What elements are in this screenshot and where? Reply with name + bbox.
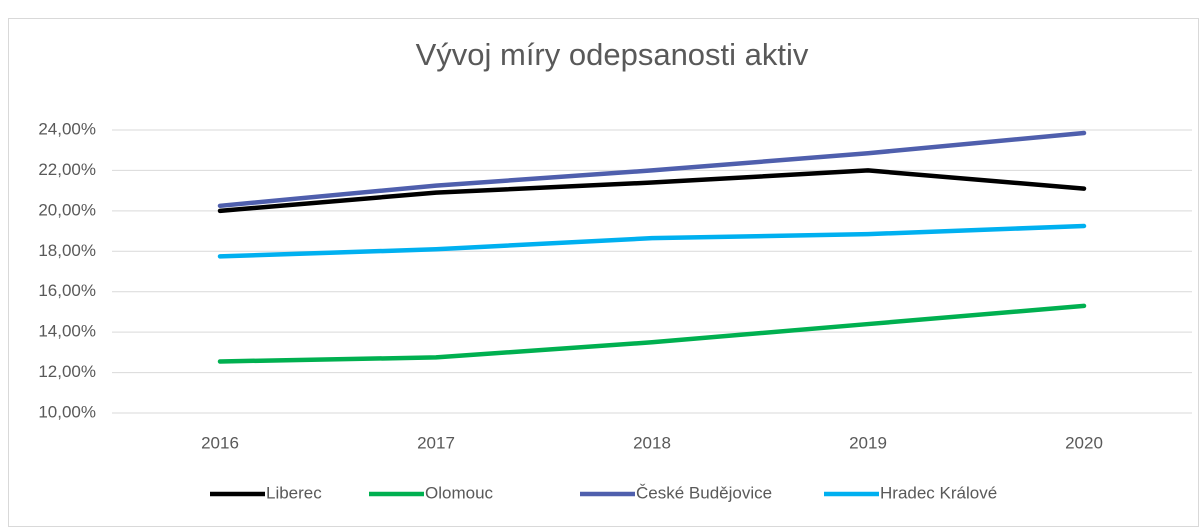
legend-label: Liberec	[266, 483, 322, 502]
x-tick-label: 2019	[849, 433, 887, 452]
x-tick-label: 2017	[417, 433, 455, 452]
chart-title: Vývoj míry odepsanosti aktiv	[416, 37, 809, 72]
y-tick-label: 16,00%	[38, 281, 96, 300]
series-line	[217, 303, 1087, 364]
chart-frame	[8, 18, 1199, 527]
x-tick-label: 2016	[201, 433, 239, 452]
legend-label: České Budějovice	[636, 483, 772, 502]
legend-label: Hradec Králové	[880, 483, 997, 502]
y-tick-label: 14,00%	[38, 322, 96, 341]
x-tick-label: 2018	[633, 433, 671, 452]
legend-label: Olomouc	[425, 483, 494, 502]
y-tick-label: 20,00%	[38, 200, 96, 219]
y-tick-label: 12,00%	[38, 362, 96, 381]
y-tick-label: 10,00%	[38, 402, 96, 421]
y-tick-label: 22,00%	[38, 160, 96, 179]
y-tick-label: 18,00%	[38, 241, 96, 260]
series-line	[217, 130, 1087, 209]
y-tick-label: 24,00%	[38, 119, 96, 138]
x-tick-label: 2020	[1065, 433, 1103, 452]
series-line	[217, 223, 1087, 259]
series-line	[217, 168, 1087, 214]
